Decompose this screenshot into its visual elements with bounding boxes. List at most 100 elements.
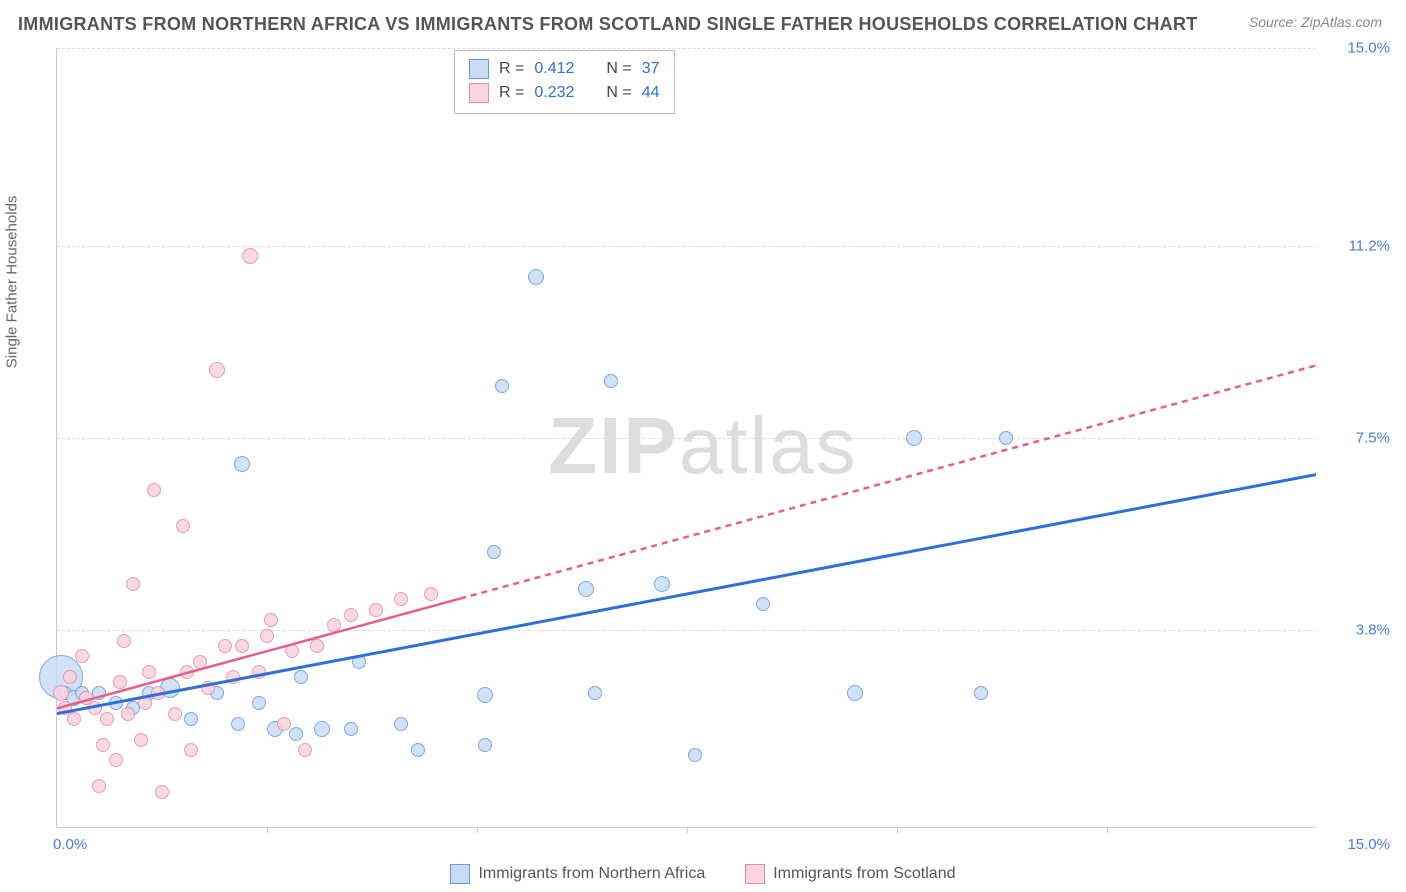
data-point-a	[495, 379, 509, 393]
x-tick-label: 15.0%	[1347, 836, 1390, 853]
data-point-b	[369, 603, 383, 617]
data-point-a	[411, 743, 425, 757]
data-point-a	[352, 655, 366, 669]
data-point-a	[654, 576, 670, 592]
swatch-series-a	[469, 59, 489, 79]
trend-line	[57, 474, 1316, 713]
gridline-h	[57, 438, 1316, 439]
stats-row-series-b: R = 0.232 N = 44	[469, 81, 660, 105]
data-point-b	[138, 696, 152, 710]
data-point-a	[234, 456, 250, 472]
data-point-b	[96, 738, 110, 752]
bottom-legend: Immigrants from Northern Africa Immigran…	[0, 864, 1406, 884]
data-point-b	[310, 639, 324, 653]
data-point-b	[260, 629, 274, 643]
data-point-a	[314, 721, 330, 737]
data-point-a	[906, 430, 922, 446]
data-point-a	[756, 597, 770, 611]
data-point-b	[142, 665, 156, 679]
chart-title: IMMIGRANTS FROM NORTHERN AFRICA VS IMMIG…	[18, 14, 1198, 35]
data-point-a	[588, 686, 602, 700]
data-point-b	[180, 665, 194, 679]
data-point-b	[327, 618, 341, 632]
x-tick-mark	[1107, 827, 1108, 833]
data-point-a	[974, 686, 988, 700]
data-point-b	[117, 634, 131, 648]
n-value-b: 44	[642, 84, 660, 102]
x-tick-mark	[477, 827, 478, 833]
data-point-b	[100, 712, 114, 726]
data-point-b	[155, 785, 169, 799]
data-point-b	[218, 639, 232, 653]
r-label: R =	[499, 84, 524, 102]
source-attribution: Source: ZipAtlas.com	[1249, 14, 1382, 30]
data-point-a	[487, 545, 501, 559]
data-point-b	[92, 779, 106, 793]
data-point-b	[176, 519, 190, 533]
data-point-a	[394, 717, 408, 731]
swatch-series-b	[469, 83, 489, 103]
y-tick-label: 7.5%	[1330, 430, 1390, 447]
data-point-b	[235, 639, 249, 653]
legend-item-a: Immigrants from Northern Africa	[450, 864, 705, 884]
gridline-h	[57, 630, 1316, 631]
trend-line	[57, 599, 460, 709]
data-point-a	[252, 696, 266, 710]
data-point-a	[688, 748, 702, 762]
data-point-b	[184, 743, 198, 757]
data-point-b	[113, 675, 127, 689]
data-point-b	[75, 649, 89, 663]
data-point-a	[92, 686, 106, 700]
data-point-b	[226, 670, 240, 684]
n-label: N =	[606, 84, 631, 102]
data-point-b	[252, 665, 266, 679]
data-point-a	[478, 738, 492, 752]
y-axis-label: Single Father Households	[4, 196, 21, 369]
data-point-b	[67, 712, 81, 726]
legend-item-b: Immigrants from Scotland	[745, 864, 955, 884]
data-point-b	[63, 670, 77, 684]
data-point-b	[147, 483, 161, 497]
data-point-a	[578, 581, 594, 597]
data-point-b	[193, 655, 207, 669]
data-point-b	[242, 248, 258, 264]
x-tick-label: 0.0%	[53, 836, 87, 853]
y-tick-label: 11.2%	[1330, 237, 1390, 254]
data-point-a	[604, 374, 618, 388]
data-point-b	[344, 608, 358, 622]
data-point-b	[285, 644, 299, 658]
r-value-a: 0.412	[534, 60, 574, 78]
data-point-b	[424, 587, 438, 601]
data-point-b	[53, 685, 69, 701]
x-tick-mark	[687, 827, 688, 833]
x-tick-mark	[267, 827, 268, 833]
stats-row-series-a: R = 0.412 N = 37	[469, 57, 660, 81]
data-point-a	[294, 670, 308, 684]
gridline-h	[57, 48, 1316, 49]
n-label: N =	[606, 60, 631, 78]
x-tick-mark	[897, 827, 898, 833]
data-point-a	[477, 687, 493, 703]
r-label: R =	[499, 60, 524, 78]
data-point-b	[209, 362, 225, 378]
data-point-b	[277, 717, 291, 731]
data-point-a	[231, 717, 245, 731]
data-point-a	[344, 722, 358, 736]
data-point-b	[151, 686, 165, 700]
data-point-a	[999, 431, 1013, 445]
data-point-a	[528, 269, 544, 285]
trend-line	[460, 365, 1316, 598]
swatch-legend-a	[450, 864, 470, 884]
data-point-a	[289, 727, 303, 741]
data-point-a	[184, 712, 198, 726]
n-value-a: 37	[642, 60, 660, 78]
data-point-a	[109, 696, 123, 710]
data-point-b	[121, 707, 135, 721]
data-point-b	[88, 701, 102, 715]
data-point-b	[394, 592, 408, 606]
legend-label-a: Immigrants from Northern Africa	[478, 865, 705, 883]
plot-area: 3.8%7.5%11.2%15.0%0.0%15.0%	[56, 48, 1316, 828]
swatch-legend-b	[745, 864, 765, 884]
correlation-stats-box: R = 0.412 N = 37 R = 0.232 N = 44	[454, 50, 675, 114]
data-point-b	[201, 681, 215, 695]
